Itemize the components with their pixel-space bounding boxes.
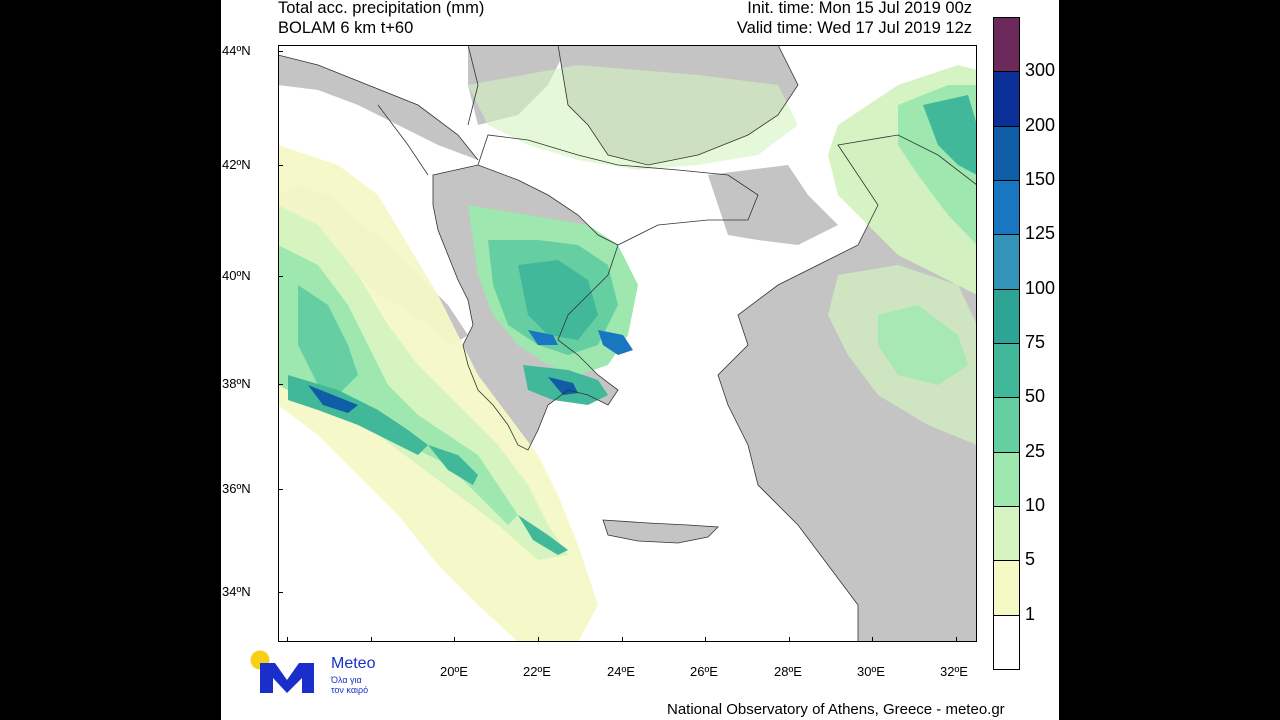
colorbar-swatch xyxy=(993,17,1020,73)
lon-tick xyxy=(789,637,790,642)
colorbar-swatch xyxy=(993,343,1020,399)
colorbar-swatch xyxy=(993,71,1020,127)
lon-tick xyxy=(371,637,372,642)
footer-credit: National Observatory of Athens, Greece -… xyxy=(667,701,1005,718)
colorbar-label: 300 xyxy=(1025,60,1056,81)
lat-tick xyxy=(278,276,283,277)
lat-label-36: 36ºN xyxy=(222,481,251,496)
colorbar-label: 75 xyxy=(1025,332,1046,352)
meteo-logo-mark xyxy=(250,650,314,693)
colorbar-swatch xyxy=(993,397,1020,453)
lon-tick xyxy=(622,637,623,642)
logo-tagline-1: Όλα για xyxy=(331,675,362,685)
lon-tick xyxy=(287,637,288,642)
meteo-logo: Meteo Όλα για τον καιρό xyxy=(249,650,389,698)
init-time: Init. time: Mon 15 Jul 2019 00z xyxy=(747,0,972,17)
colorbar-label: 5 xyxy=(1025,549,1036,570)
colorbar-label: 125 xyxy=(1025,223,1056,244)
colorbar-swatch xyxy=(993,234,1020,290)
lat-label-40: 40ºN xyxy=(222,268,251,283)
colorbar-label: 100 xyxy=(1025,277,1056,298)
model-subtitle: BOLAM 6 km t+60 xyxy=(278,19,414,37)
colorbar-label: 50 xyxy=(1025,386,1046,407)
colorbar-swatch xyxy=(993,125,1020,181)
lat-label-42: 42ºN xyxy=(222,157,251,172)
lon-label-22: 22ºE xyxy=(523,664,551,679)
colorbar-swatch xyxy=(993,614,1020,670)
colorbar-label: 200 xyxy=(1025,114,1056,135)
lon-tick xyxy=(956,637,957,642)
lat-tick xyxy=(278,384,283,385)
colorbar-swatch xyxy=(993,560,1020,616)
map-svg xyxy=(278,45,977,642)
colorbar-label: 150 xyxy=(1025,169,1056,189)
colorbar-swatch xyxy=(993,180,1020,236)
colorbar-label: 1 xyxy=(1025,603,1036,624)
colorbar-label: 10 xyxy=(1025,495,1046,515)
lat-tick xyxy=(278,489,283,490)
colorbar-swatch xyxy=(993,451,1020,507)
lon-tick xyxy=(872,637,873,642)
lon-tick xyxy=(454,637,455,642)
valid-time: Valid time: Wed 17 Jul 2019 12z xyxy=(736,19,972,37)
lat-label-34: 34ºN xyxy=(222,584,251,599)
border-layer xyxy=(278,45,977,642)
lon-label-28: 28ºE xyxy=(774,664,802,679)
map-title: Total acc. precipitation (mm) xyxy=(278,0,485,17)
lon-label-26: 26ºE xyxy=(690,664,718,679)
colorbar-swatch xyxy=(993,288,1020,344)
lon-label-32: 32ºE xyxy=(940,664,968,679)
logo-tagline-2: τον καιρό xyxy=(331,685,369,695)
precipitation-map xyxy=(278,45,977,642)
lon-label-24: 24ºE xyxy=(607,664,635,679)
precip-layer xyxy=(278,65,977,642)
logo-brand: Meteo xyxy=(331,655,376,672)
lat-tick xyxy=(278,165,283,166)
colorbar-label: 25 xyxy=(1025,440,1046,461)
lon-tick xyxy=(538,637,539,642)
lat-label-38: 38ºN xyxy=(222,376,251,391)
lat-tick xyxy=(278,51,283,52)
lat-label-44: 44ºN xyxy=(222,43,251,58)
lat-tick xyxy=(278,592,283,593)
colorbar-swatch xyxy=(993,506,1020,562)
lon-tick xyxy=(705,637,706,642)
lon-label-20: 20ºE xyxy=(440,664,468,679)
lon-label-30: 30ºE xyxy=(857,664,885,679)
